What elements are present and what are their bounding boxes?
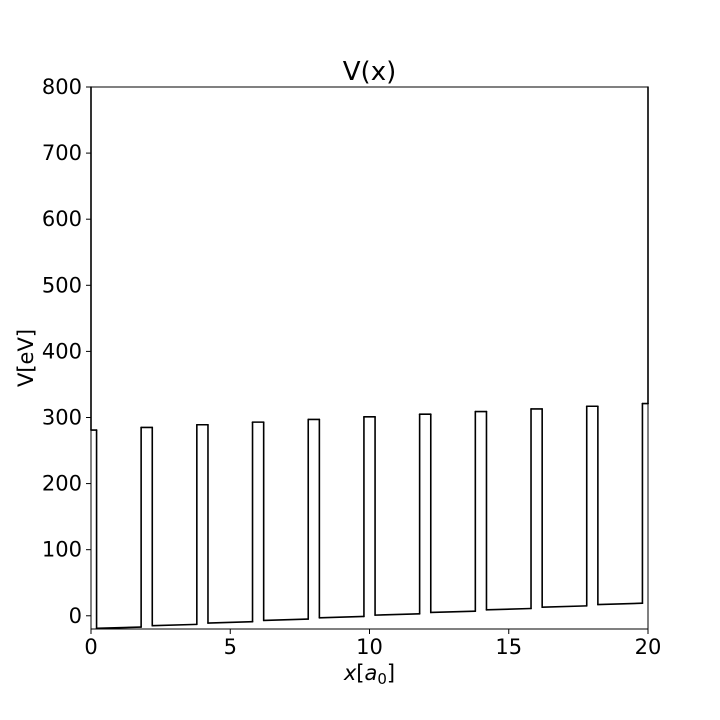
- y-tick-label: 0: [69, 604, 82, 628]
- x-axis-label-bracket-close: ]: [387, 661, 395, 685]
- series-line-segment: [262, 618, 310, 622]
- series-line-segment: [374, 612, 421, 616]
- x-axis-ticks: 0 5 10 15 20: [84, 629, 661, 659]
- y-tick-label: 100: [42, 538, 82, 562]
- x-axis-label-variable: x: [343, 661, 357, 685]
- x-axis-label-unit: a: [365, 661, 378, 685]
- x-tick-label: 0: [84, 635, 97, 659]
- plot-frame: [90, 86, 649, 630]
- series-line-segment: [485, 607, 532, 611]
- series-line-segment: [541, 605, 588, 608]
- series-line-segment: [151, 623, 198, 627]
- x-tick-label: 10: [356, 635, 383, 659]
- y-tick-label: 800: [42, 75, 82, 99]
- y-tick-label: 600: [42, 207, 82, 231]
- y-tick-label: 300: [42, 405, 82, 429]
- y-axis-label: V[eV]: [14, 329, 38, 387]
- x-tick-label: 20: [635, 635, 662, 659]
- x-axis-label-bracket-open: [: [356, 661, 364, 685]
- x-tick-label: 5: [224, 635, 237, 659]
- x-axis-label: x[a0]: [343, 661, 395, 688]
- series-line-segment: [429, 610, 477, 614]
- y-tick-label: 700: [42, 141, 82, 165]
- plot-area: [91, 87, 648, 629]
- y-tick-label: 200: [42, 472, 82, 496]
- series-line-segment: [207, 620, 254, 624]
- y-tick-label: 500: [42, 273, 82, 297]
- x-tick-label: 15: [495, 635, 522, 659]
- y-tick-label: 400: [42, 339, 82, 363]
- y-axis-ticks: 0 100 200 300 400 500 600 700 800: [42, 75, 91, 628]
- chart-title: V(x): [343, 57, 396, 87]
- series-line-segment: [95, 626, 142, 630]
- series-line-segment: [597, 602, 644, 606]
- x-axis-label-unit-subscript: 0: [377, 670, 387, 688]
- series-line-segment: [318, 615, 365, 619]
